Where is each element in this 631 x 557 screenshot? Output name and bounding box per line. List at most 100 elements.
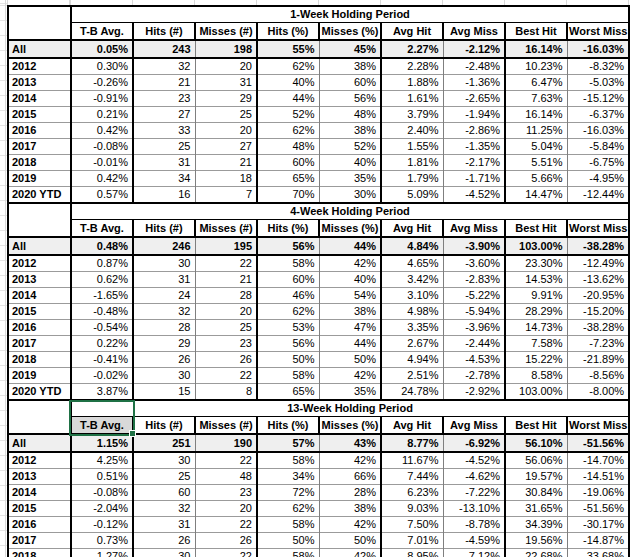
data-cell[interactable]: -13.10% bbox=[443, 501, 505, 517]
data-cell[interactable]: 60% bbox=[257, 272, 319, 288]
data-cell[interactable]: -2.92% bbox=[443, 384, 505, 401]
data-cell[interactable]: 21 bbox=[195, 272, 257, 288]
data-cell[interactable]: 0.48% bbox=[71, 237, 133, 255]
data-cell[interactable]: -0.08% bbox=[71, 485, 133, 501]
data-cell[interactable]: 34% bbox=[257, 469, 319, 485]
data-cell[interactable]: 29 bbox=[195, 91, 257, 107]
data-cell[interactable]: -0.91% bbox=[71, 91, 133, 107]
row-label[interactable]: 2019 bbox=[8, 171, 71, 187]
data-cell[interactable]: -7.22% bbox=[443, 485, 505, 501]
data-cell[interactable]: 1.27% bbox=[71, 549, 133, 557]
data-cell[interactable]: 42% bbox=[319, 368, 381, 384]
data-cell[interactable]: 65% bbox=[257, 171, 319, 187]
data-cell[interactable]: 38% bbox=[319, 123, 381, 139]
column-header[interactable]: T-B Avg. bbox=[71, 23, 133, 41]
row-label[interactable]: 2018 bbox=[8, 352, 71, 368]
data-cell[interactable]: -5.94% bbox=[443, 304, 505, 320]
row-label[interactable]: 2013 bbox=[8, 469, 71, 485]
data-cell[interactable]: 72% bbox=[257, 485, 319, 501]
column-header[interactable]: T-B Avg. bbox=[71, 220, 133, 238]
data-cell[interactable]: 22 bbox=[195, 255, 257, 272]
data-cell[interactable]: -16.03% bbox=[567, 123, 629, 139]
data-cell[interactable]: 35% bbox=[319, 171, 381, 187]
column-header[interactable]: Misses (#) bbox=[195, 23, 257, 41]
data-cell[interactable]: 60% bbox=[257, 155, 319, 171]
data-cell[interactable]: 3.42% bbox=[381, 272, 443, 288]
data-cell[interactable]: -2.86% bbox=[443, 123, 505, 139]
column-header[interactable]: Misses (%) bbox=[319, 23, 381, 41]
data-cell[interactable]: -7.12% bbox=[443, 549, 505, 557]
data-cell[interactable]: 8 bbox=[195, 384, 257, 401]
data-cell[interactable]: 8.77% bbox=[381, 434, 443, 452]
data-cell[interactable]: 26 bbox=[195, 352, 257, 368]
data-cell[interactable]: 2.27% bbox=[381, 40, 443, 58]
data-cell[interactable]: 22 bbox=[195, 517, 257, 533]
row-label[interactable]: 2020 YTD bbox=[8, 384, 71, 401]
column-header[interactable]: Best Hit bbox=[505, 220, 567, 238]
data-cell[interactable]: 4.98% bbox=[381, 304, 443, 320]
data-cell[interactable]: -8.56% bbox=[567, 368, 629, 384]
data-cell[interactable]: -0.54% bbox=[71, 320, 133, 336]
row-label[interactable]: 2020 YTD bbox=[8, 187, 71, 204]
data-cell[interactable]: -14.87% bbox=[567, 533, 629, 549]
data-cell[interactable]: 21 bbox=[195, 155, 257, 171]
column-header[interactable]: Worst Miss bbox=[567, 23, 629, 41]
data-cell[interactable]: 70% bbox=[257, 187, 319, 204]
data-cell[interactable]: 60% bbox=[319, 75, 381, 91]
data-cell[interactable]: 7.50% bbox=[381, 517, 443, 533]
data-cell[interactable]: -15.20% bbox=[567, 304, 629, 320]
data-cell[interactable]: 35% bbox=[319, 384, 381, 401]
row-label[interactable]: 2018 bbox=[8, 549, 71, 557]
data-cell[interactable]: 25 bbox=[133, 139, 195, 155]
data-cell[interactable]: 48% bbox=[257, 139, 319, 155]
data-cell[interactable]: 0.87% bbox=[71, 255, 133, 272]
data-cell[interactable]: 26 bbox=[195, 533, 257, 549]
data-cell[interactable]: 246 bbox=[133, 237, 195, 255]
data-cell[interactable]: 52% bbox=[319, 139, 381, 155]
data-cell[interactable]: 20 bbox=[195, 501, 257, 517]
data-cell[interactable]: 44% bbox=[319, 237, 381, 255]
data-cell[interactable]: -12.49% bbox=[567, 255, 629, 272]
data-cell[interactable]: -1.36% bbox=[443, 75, 505, 91]
data-cell[interactable]: 62% bbox=[257, 501, 319, 517]
row-label[interactable]: 2013 bbox=[8, 75, 71, 91]
data-cell[interactable]: -0.02% bbox=[71, 368, 133, 384]
data-cell[interactable]: 18 bbox=[195, 171, 257, 187]
data-cell[interactable]: 19.57% bbox=[505, 469, 567, 485]
data-cell[interactable]: -4.52% bbox=[443, 452, 505, 469]
column-header[interactable]: Avg Miss bbox=[443, 417, 505, 435]
data-cell[interactable]: -4.62% bbox=[443, 469, 505, 485]
data-cell[interactable]: 22.68% bbox=[505, 549, 567, 557]
data-cell[interactable]: 4.94% bbox=[381, 352, 443, 368]
data-cell[interactable]: -4.59% bbox=[443, 533, 505, 549]
data-cell[interactable]: 58% bbox=[257, 255, 319, 272]
data-cell[interactable]: 1.81% bbox=[381, 155, 443, 171]
data-cell[interactable]: 31 bbox=[133, 272, 195, 288]
row-label[interactable]: 2012 bbox=[8, 255, 71, 272]
data-cell[interactable]: 8.95% bbox=[381, 549, 443, 557]
data-cell[interactable]: 25 bbox=[133, 469, 195, 485]
data-cell[interactable]: -1.65% bbox=[71, 288, 133, 304]
data-cell[interactable]: -1.35% bbox=[443, 139, 505, 155]
data-cell[interactable]: 0.62% bbox=[71, 272, 133, 288]
data-cell[interactable]: 42% bbox=[319, 549, 381, 557]
data-cell[interactable]: 20 bbox=[195, 123, 257, 139]
column-header[interactable]: Avg Hit bbox=[381, 417, 443, 435]
data-cell[interactable]: -13.62% bbox=[567, 272, 629, 288]
data-cell[interactable]: 56.10% bbox=[505, 434, 567, 452]
row-label[interactable]: All bbox=[8, 40, 71, 58]
data-cell[interactable]: 24 bbox=[133, 288, 195, 304]
data-cell[interactable]: -51.56% bbox=[567, 501, 629, 517]
data-cell[interactable]: -8.00% bbox=[567, 384, 629, 401]
data-cell[interactable]: 243 bbox=[133, 40, 195, 58]
data-cell[interactable]: 65% bbox=[257, 384, 319, 401]
column-header[interactable]: Hits (#) bbox=[133, 417, 195, 435]
data-cell[interactable]: -0.08% bbox=[71, 139, 133, 155]
data-cell[interactable]: 40% bbox=[319, 155, 381, 171]
data-cell[interactable]: 32 bbox=[133, 304, 195, 320]
data-cell[interactable]: 1.61% bbox=[381, 91, 443, 107]
data-cell[interactable]: 7.63% bbox=[505, 91, 567, 107]
data-cell[interactable]: 9.91% bbox=[505, 288, 567, 304]
data-cell[interactable]: -0.48% bbox=[71, 304, 133, 320]
data-cell[interactable]: 14.47% bbox=[505, 187, 567, 204]
